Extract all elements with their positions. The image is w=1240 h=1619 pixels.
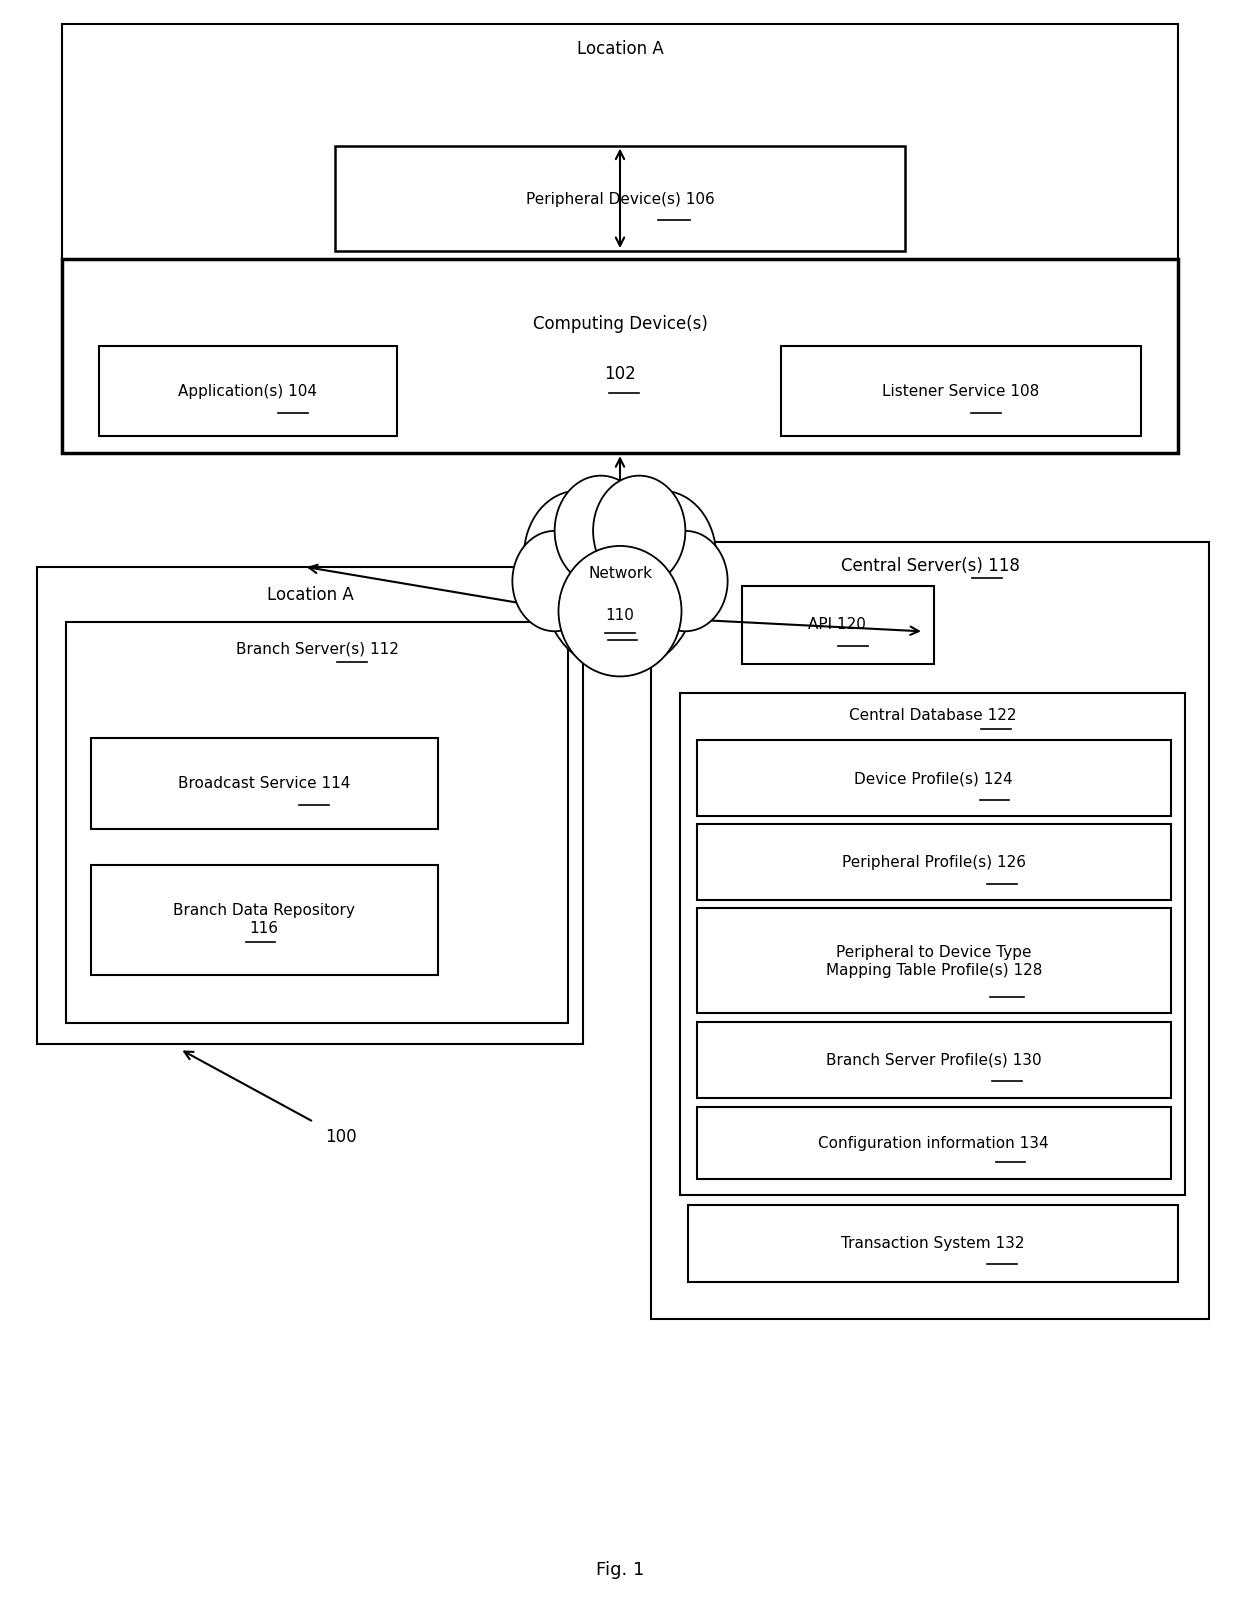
Text: Central Server(s) 118: Central Server(s) 118 — [841, 557, 1019, 575]
FancyBboxPatch shape — [91, 865, 438, 975]
FancyBboxPatch shape — [335, 146, 905, 251]
FancyBboxPatch shape — [697, 1107, 1171, 1179]
Text: Peripheral Device(s) 106: Peripheral Device(s) 106 — [526, 191, 714, 207]
Ellipse shape — [543, 500, 697, 672]
Text: Device Profile(s) 124: Device Profile(s) 124 — [854, 771, 1013, 787]
FancyBboxPatch shape — [99, 346, 397, 436]
Text: 110: 110 — [605, 607, 635, 623]
Text: Computing Device(s): Computing Device(s) — [532, 314, 708, 334]
FancyBboxPatch shape — [697, 1022, 1171, 1098]
FancyBboxPatch shape — [680, 693, 1185, 1195]
Ellipse shape — [523, 491, 631, 622]
Text: Branch Server Profile(s) 130: Branch Server Profile(s) 130 — [826, 1052, 1042, 1069]
FancyBboxPatch shape — [91, 738, 438, 829]
Text: Transaction System 132: Transaction System 132 — [841, 1235, 1024, 1251]
Text: Application(s) 104: Application(s) 104 — [179, 384, 317, 400]
FancyBboxPatch shape — [62, 259, 1178, 453]
FancyBboxPatch shape — [697, 740, 1171, 816]
Text: Branch Server(s) 112: Branch Server(s) 112 — [236, 641, 399, 656]
FancyBboxPatch shape — [697, 824, 1171, 900]
Ellipse shape — [593, 476, 686, 586]
Text: Location A: Location A — [267, 586, 353, 604]
Text: Broadcast Service 114: Broadcast Service 114 — [177, 776, 351, 792]
FancyBboxPatch shape — [66, 622, 568, 1023]
Text: Listener Service 108: Listener Service 108 — [883, 384, 1039, 400]
Text: Network: Network — [588, 565, 652, 581]
Ellipse shape — [512, 531, 596, 631]
FancyBboxPatch shape — [688, 1205, 1178, 1282]
Ellipse shape — [644, 531, 728, 631]
FancyBboxPatch shape — [697, 908, 1171, 1013]
Text: Central Database 122: Central Database 122 — [848, 708, 1017, 722]
FancyBboxPatch shape — [37, 567, 583, 1044]
Ellipse shape — [609, 491, 717, 622]
Text: Fig. 1: Fig. 1 — [595, 1561, 645, 1580]
FancyBboxPatch shape — [651, 542, 1209, 1319]
Text: 102: 102 — [604, 364, 636, 384]
Ellipse shape — [558, 546, 682, 677]
Text: 100: 100 — [325, 1127, 357, 1146]
Text: Peripheral to Device Type
Mapping Table Profile(s) 128: Peripheral to Device Type Mapping Table … — [826, 945, 1042, 978]
Text: Branch Data Repository
116: Branch Data Repository 116 — [174, 903, 355, 936]
Text: Peripheral Profile(s) 126: Peripheral Profile(s) 126 — [842, 855, 1025, 871]
Ellipse shape — [554, 476, 647, 586]
FancyBboxPatch shape — [781, 346, 1141, 436]
FancyBboxPatch shape — [742, 586, 934, 664]
Text: Location A: Location A — [577, 40, 663, 58]
Text: API 120: API 120 — [808, 617, 866, 633]
FancyBboxPatch shape — [62, 24, 1178, 453]
Text: Configuration information 134: Configuration information 134 — [818, 1135, 1049, 1151]
